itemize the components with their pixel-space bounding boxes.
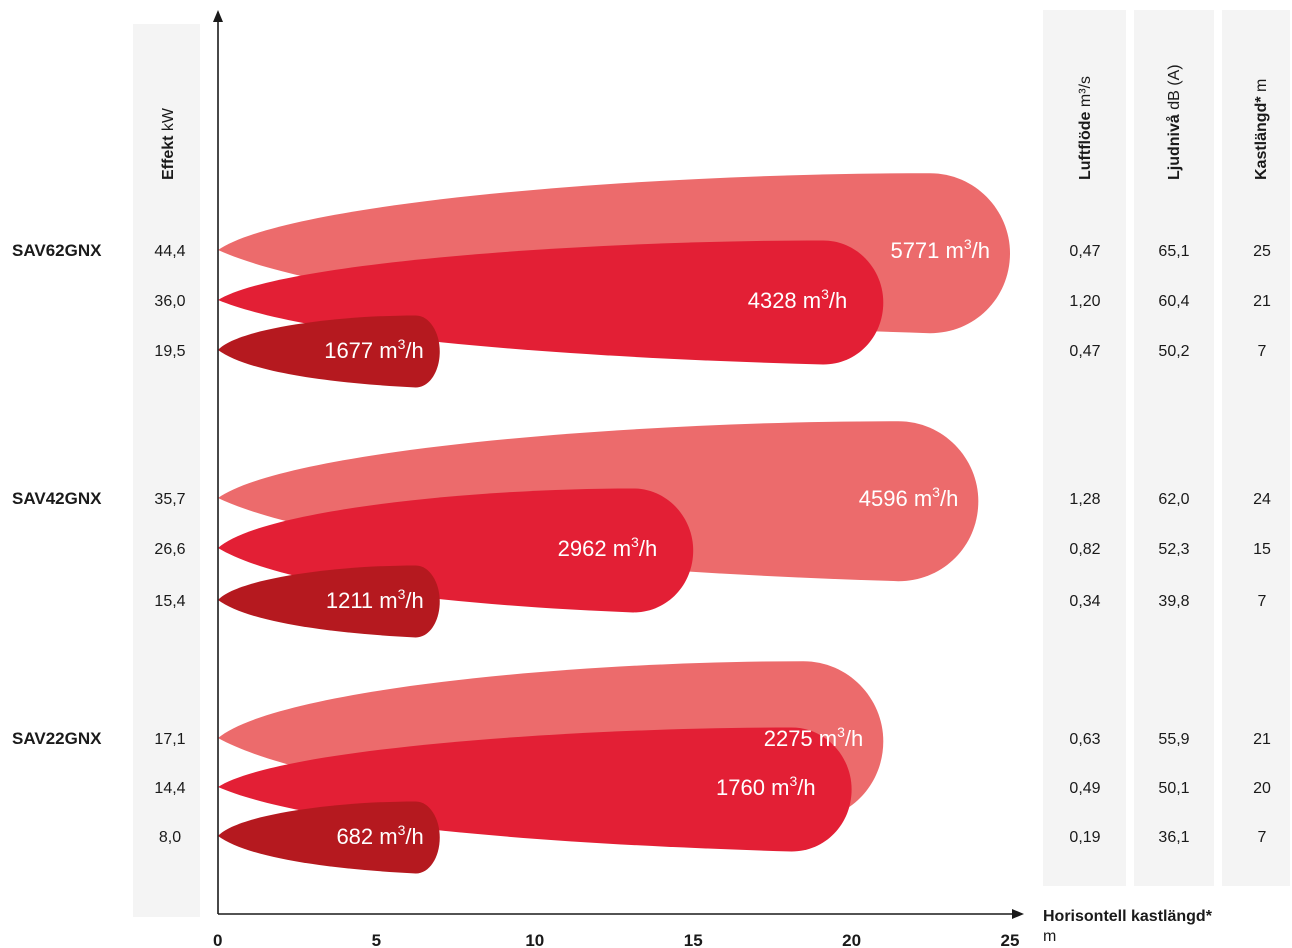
ljudniva-value: 50,2: [1158, 343, 1189, 360]
effekt-column-bg: [133, 24, 200, 917]
x-tick-label: 5: [372, 931, 381, 948]
plume-sav22gnx-low: [218, 801, 440, 874]
axes: [213, 10, 1024, 919]
kastlangd-value: 7: [1258, 343, 1267, 360]
model-name: SAV42GNX: [12, 489, 102, 508]
x-axis-unit: m: [1043, 928, 1056, 945]
luftflode-value: 0,49: [1069, 780, 1100, 797]
kastlangd-value: 21: [1253, 293, 1271, 310]
ljudniva-value: 52,3: [1158, 541, 1189, 558]
plume-marks: [218, 173, 1010, 874]
effekt-header: Effekt kW: [160, 107, 177, 180]
airflow-label: 4328 m3/h: [748, 286, 848, 313]
model-name: SAV22GNX: [12, 729, 102, 748]
x-tick-label: 10: [525, 931, 544, 948]
kastlangd-value: 7: [1258, 829, 1267, 846]
luftflode-value: 0,63: [1069, 731, 1100, 748]
plume-sav42gnx-low: [218, 565, 440, 638]
luftflode-value: 1,28: [1069, 491, 1100, 508]
effekt-value: 26,6: [154, 541, 185, 558]
kastlangd-value: 21: [1253, 731, 1271, 748]
luftflode-value: 0,47: [1069, 343, 1100, 360]
luftflode-value: 0,19: [1069, 829, 1100, 846]
luftflode-column-bg: [1043, 10, 1126, 886]
kastlangd-value: 24: [1253, 491, 1271, 508]
ljudniva-value: 55,9: [1158, 731, 1189, 748]
model-name: SAV62GNX: [12, 241, 102, 260]
luftflode-header: Luftflöde m³/s: [1077, 76, 1094, 180]
airflow-label: 2962 m3/h: [558, 534, 658, 561]
kastlangd-value: 25: [1253, 243, 1271, 260]
airflow-label: 1760 m3/h: [716, 773, 816, 800]
x-tick-label: 0: [213, 931, 222, 948]
luftflode-value: 0,34: [1069, 593, 1100, 610]
airflow-label: 1211 m3/h: [326, 586, 424, 613]
ljudniva-header: Ljudnivå dB (A): [1165, 64, 1183, 180]
column-backgrounds: [133, 10, 1290, 917]
effekt-value: 35,7: [154, 491, 185, 508]
airflow-label: 1677 m3/h: [324, 336, 424, 363]
airflow-label: 5771 m3/h: [890, 236, 990, 263]
kastlangd-column-bg: [1222, 10, 1290, 886]
kastlangd-header: Kastlängd* m: [1253, 79, 1270, 180]
effekt-value: 14,4: [154, 780, 185, 797]
luftflode-value: 1,20: [1069, 293, 1100, 310]
luftflode-value: 0,82: [1069, 541, 1100, 558]
plume-sav62gnx-low: [218, 315, 440, 388]
x-axis-arrowhead: [1012, 909, 1024, 919]
effekt-value: 19,5: [154, 343, 185, 360]
x-tick-label: 25: [1001, 931, 1020, 948]
kastlangd-value: 20: [1253, 780, 1271, 797]
effekt-value: 8,0: [159, 829, 181, 846]
chart-text: 5771 m3/h 4596 m3/h 2275 m3/h 4328 m3/h 2962…: [12, 64, 1271, 948]
effekt-value: 15,4: [154, 593, 185, 610]
ljudniva-column-bg: [1134, 10, 1214, 886]
kastlangd-value: 7: [1258, 593, 1267, 610]
effekt-value: 36,0: [154, 293, 185, 310]
x-tick-label: 15: [684, 931, 703, 948]
ljudniva-value: 39,8: [1158, 593, 1189, 610]
effekt-value: 17,1: [154, 731, 185, 748]
y-axis-arrowhead: [213, 10, 223, 22]
x-tick-label: 20: [842, 931, 861, 948]
ljudniva-value: 60,4: [1158, 293, 1189, 310]
luftflode-value: 0,47: [1069, 243, 1100, 260]
airflow-label: 2275 m3/h: [764, 724, 864, 751]
x-axis-label: Horisontell kastlängd*: [1043, 908, 1213, 925]
airflow-label: 682 m3/h: [336, 822, 423, 849]
ljudniva-value: 62,0: [1158, 491, 1189, 508]
kastlangd-value: 15: [1253, 541, 1271, 558]
effekt-value: 44,4: [154, 243, 185, 260]
ljudniva-value: 50,1: [1158, 780, 1189, 797]
ljudniva-value: 36,1: [1158, 829, 1189, 846]
ljudniva-value: 65,1: [1158, 243, 1189, 260]
airflow-label: 4596 m3/h: [859, 484, 959, 511]
